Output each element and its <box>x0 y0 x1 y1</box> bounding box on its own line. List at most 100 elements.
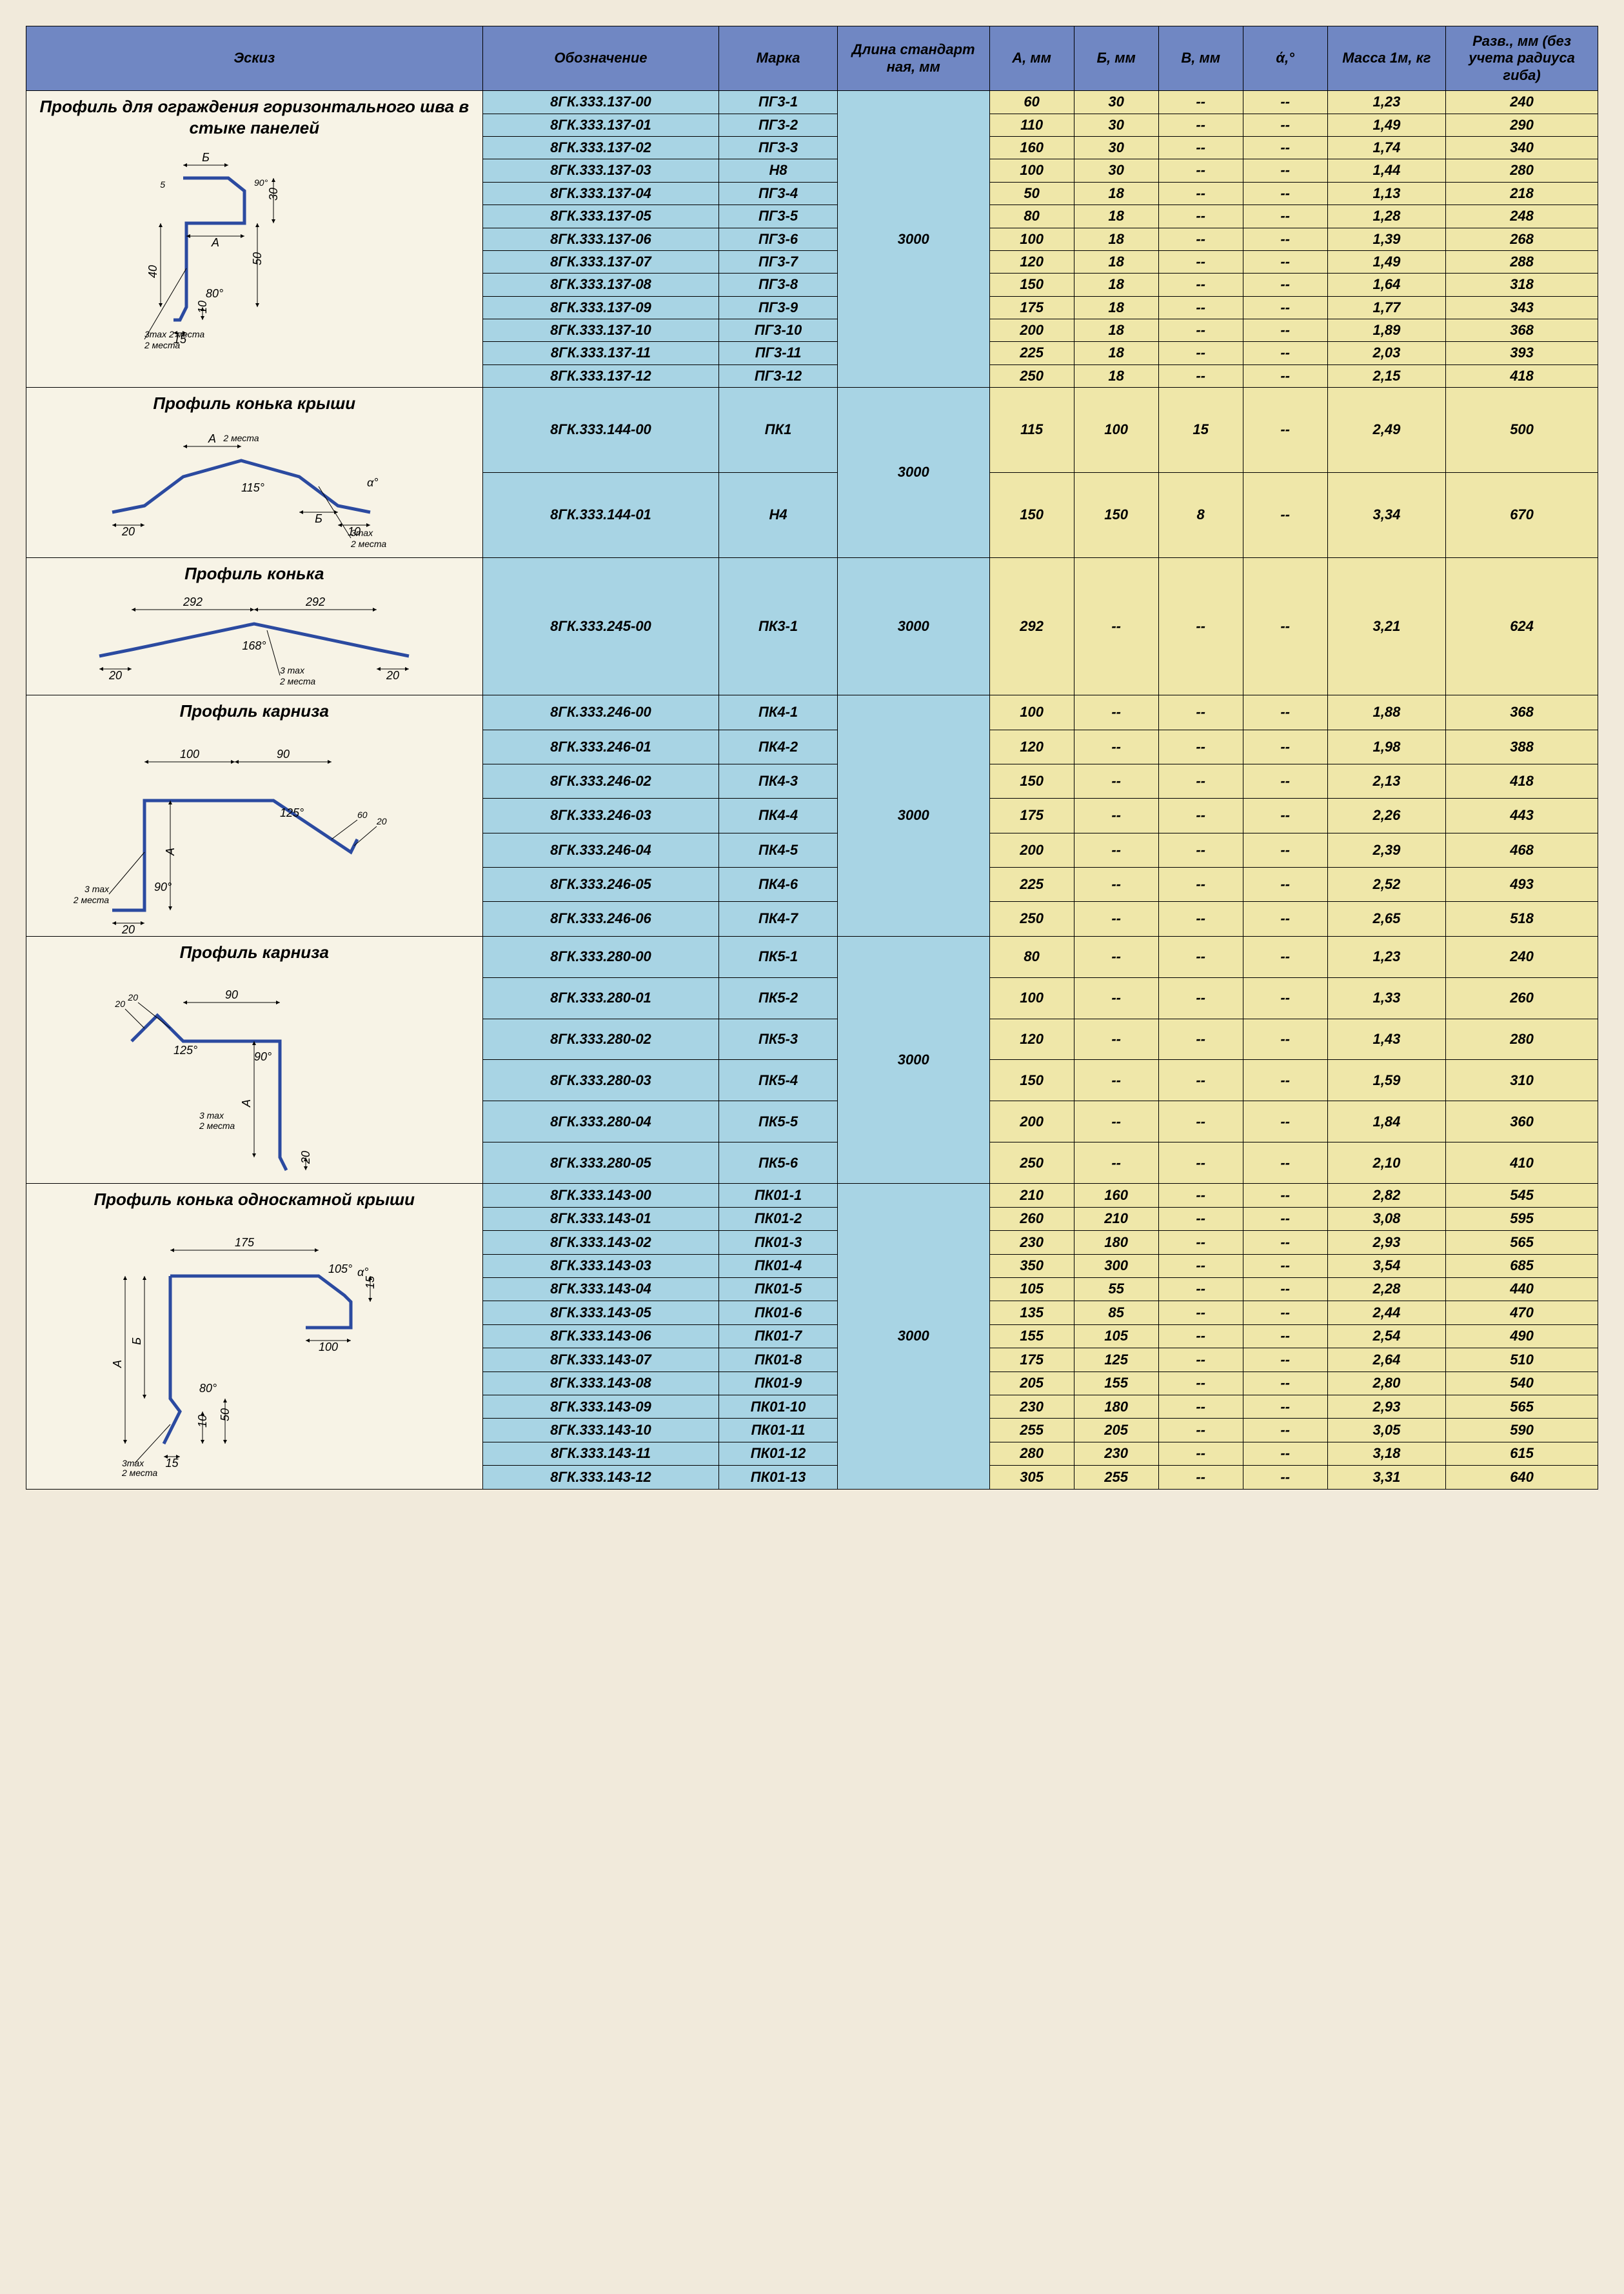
cell-length: 3000 <box>837 388 989 558</box>
cell-a: 250 <box>989 1142 1074 1184</box>
cell-mark: ПК4-6 <box>719 867 837 901</box>
cell-mass: 2,64 <box>1327 1348 1445 1371</box>
cell-mass: 1,13 <box>1327 182 1445 204</box>
cell-mass: 2,80 <box>1327 1371 1445 1395</box>
cell-b: 30 <box>1074 136 1158 159</box>
cell-angle: -- <box>1243 936 1327 977</box>
cell-designation: 8ГК.333.246-04 <box>482 833 719 867</box>
table-row: Профиль карниза 100 90 125° А 90° 20 3 т… <box>26 695 1598 730</box>
cell-mass: 2,15 <box>1327 364 1445 387</box>
cell-designation: 8ГК.333.143-00 <box>482 1184 719 1207</box>
cell-dev: 343 <box>1446 296 1598 319</box>
cell-designation: 8ГК.333.280-04 <box>482 1101 719 1142</box>
cell-mass: 1,74 <box>1327 136 1445 159</box>
cell-dev: 360 <box>1446 1101 1598 1142</box>
cell-designation: 8ГК.333.143-08 <box>482 1371 719 1395</box>
cell-a: 100 <box>989 159 1074 182</box>
cell-v: -- <box>1158 1019 1243 1060</box>
cell-mass: 3,34 <box>1327 473 1445 558</box>
cell-b: 255 <box>1074 1466 1158 1489</box>
sketch-title: Профиль карниза <box>26 937 482 964</box>
cell-dev: 590 <box>1446 1419 1598 1442</box>
cell-v: -- <box>1158 274 1243 296</box>
cell-designation: 8ГК.333.280-03 <box>482 1060 719 1101</box>
cell-angle: -- <box>1243 1207 1327 1230</box>
svg-text:3 тах: 3 тах <box>199 1110 224 1121</box>
svg-text:20: 20 <box>121 525 135 538</box>
cell-angle: -- <box>1243 1301 1327 1324</box>
cell-angle: -- <box>1243 114 1327 136</box>
cell-mass: 2,03 <box>1327 342 1445 364</box>
cell-designation: 8ГК.333.143-05 <box>482 1301 719 1324</box>
cell-dev: 670 <box>1446 473 1598 558</box>
svg-text:100: 100 <box>180 748 199 761</box>
cell-mark: ПК4-4 <box>719 799 837 833</box>
cell-v: -- <box>1158 977 1243 1019</box>
sketch-title: Профиль конька крыши <box>26 388 482 415</box>
cell-b: 210 <box>1074 1207 1158 1230</box>
cell-v: -- <box>1158 695 1243 730</box>
cell-dev: 260 <box>1446 977 1598 1019</box>
svg-text:60: 60 <box>357 810 368 820</box>
cell-a: 80 <box>989 205 1074 228</box>
cell-v: -- <box>1158 319 1243 342</box>
cell-angle: -- <box>1243 1442 1327 1465</box>
cell-angle: -- <box>1243 1395 1327 1419</box>
cell-mass: 2,26 <box>1327 799 1445 833</box>
cell-b: 180 <box>1074 1231 1158 1254</box>
cell-v: -- <box>1158 250 1243 273</box>
cell-angle: -- <box>1243 1277 1327 1301</box>
cell-v: -- <box>1158 1231 1243 1254</box>
cell-b: 30 <box>1074 159 1158 182</box>
cell-v: 8 <box>1158 473 1243 558</box>
cell-dev: 440 <box>1446 1277 1598 1301</box>
cell-b: -- <box>1074 1060 1158 1101</box>
cell-designation: 8ГК.333.137-08 <box>482 274 719 296</box>
cell-dev: 310 <box>1446 1060 1598 1101</box>
cell-b: -- <box>1074 936 1158 977</box>
cell-a: 115 <box>989 388 1074 473</box>
cell-mass: 3,54 <box>1327 1254 1445 1277</box>
cell-a: 60 <box>989 91 1074 114</box>
cell-designation: 8ГК.333.246-00 <box>482 695 719 730</box>
svg-text:2 места: 2 места <box>279 676 315 686</box>
cell-a: 175 <box>989 296 1074 319</box>
cell-b: 105 <box>1074 1324 1158 1348</box>
cell-a: 100 <box>989 228 1074 250</box>
cell-angle: -- <box>1243 730 1327 764</box>
cell-a: 135 <box>989 1301 1074 1324</box>
cell-dev: 468 <box>1446 833 1598 867</box>
cell-mark: ПГ3-8 <box>719 274 837 296</box>
cell-a: 100 <box>989 695 1074 730</box>
svg-text:20: 20 <box>376 816 387 826</box>
cell-dev: 640 <box>1446 1466 1598 1489</box>
svg-text:10: 10 <box>196 301 209 314</box>
cell-angle: -- <box>1243 1419 1327 1442</box>
cell-mark: ПК01-10 <box>719 1395 837 1419</box>
cell-dev: 615 <box>1446 1442 1598 1465</box>
cell-mass: 1,77 <box>1327 296 1445 319</box>
cell-dev: 685 <box>1446 1254 1598 1277</box>
cell-v: -- <box>1158 936 1243 977</box>
header-mass: Масса 1м, кг <box>1327 26 1445 91</box>
cell-angle: -- <box>1243 364 1327 387</box>
svg-text:50: 50 <box>219 1408 232 1421</box>
cell-designation: 8ГК.333.137-04 <box>482 182 719 204</box>
cell-mass: 2,28 <box>1327 1277 1445 1301</box>
cell-b: -- <box>1074 833 1158 867</box>
cell-designation: 8ГК.333.143-07 <box>482 1348 719 1371</box>
svg-text:2 места: 2 места <box>223 433 259 443</box>
cell-v: -- <box>1158 1348 1243 1371</box>
cell-b: -- <box>1074 977 1158 1019</box>
sketch-title: Профиль конька <box>26 558 482 586</box>
cell-v: -- <box>1158 764 1243 798</box>
cell-designation: 8ГК.333.137-12 <box>482 364 719 387</box>
header-b: Б, мм <box>1074 26 1158 91</box>
cell-mass: 1,98 <box>1327 730 1445 764</box>
cell-designation: 8ГК.333.143-02 <box>482 1231 719 1254</box>
svg-text:90°: 90° <box>254 177 268 188</box>
svg-text:175: 175 <box>235 1236 255 1249</box>
cell-designation: 8ГК.333.137-03 <box>482 159 719 182</box>
cell-mass: 1,44 <box>1327 159 1445 182</box>
cell-dev: 410 <box>1446 1142 1598 1184</box>
